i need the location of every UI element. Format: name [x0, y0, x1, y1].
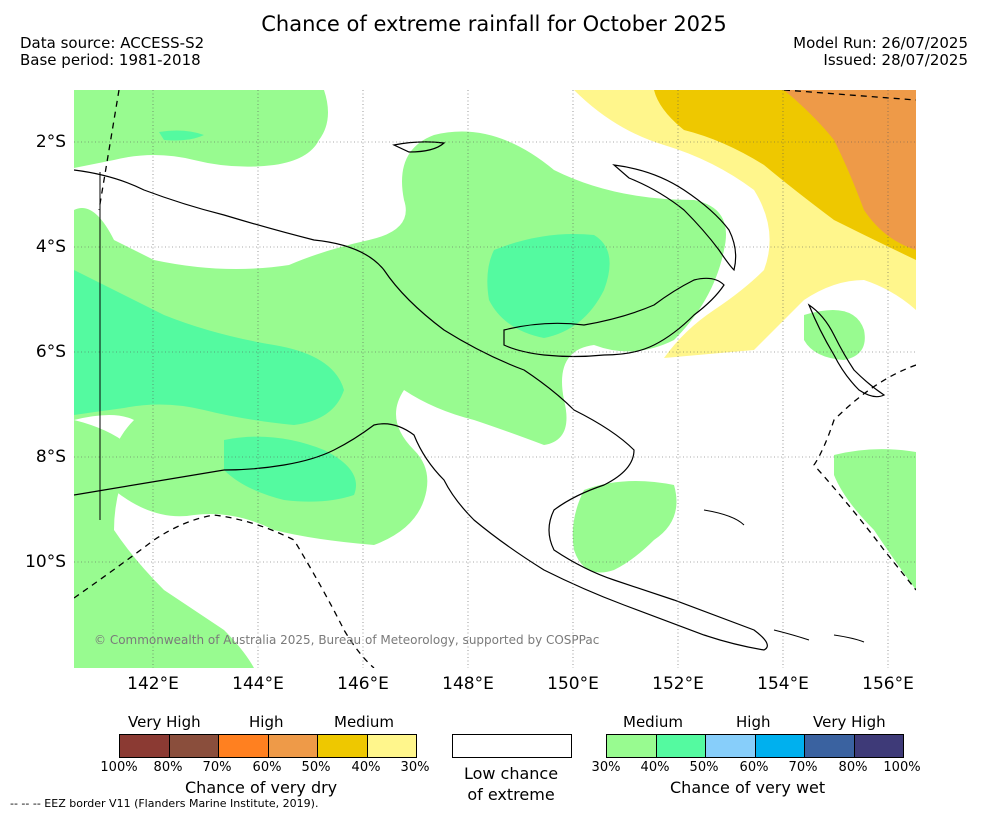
coastline-new-britain	[503, 277, 725, 358]
model-run: Model Run: 26/07/2025	[793, 34, 968, 52]
dry-tick: 100%	[100, 760, 138, 775]
dry-tick: 60%	[252, 760, 282, 775]
coastline-new-ireland	[612, 164, 737, 272]
wet-swatch	[805, 735, 855, 757]
lon-tick-142e: 142°E	[127, 674, 179, 694]
wet-tick: 40%	[640, 760, 670, 775]
lat-tick-4s: 4°S	[35, 237, 66, 257]
dry-swatch	[318, 735, 368, 757]
data-source: Data source: ACCESS-S2	[20, 34, 205, 52]
lon-tick-144e: 144°E	[232, 674, 284, 694]
eez-note: -- -- -- EEZ border V11 (Flanders Marine…	[10, 797, 319, 810]
wet-swatch	[607, 735, 657, 757]
low-chance-line2: of extreme	[467, 785, 555, 804]
lat-tick-10s: 10°S	[25, 552, 66, 572]
issued-date: Issued: 28/07/2025	[823, 51, 968, 69]
dry-high-region	[784, 90, 916, 250]
wet-medium-region	[572, 481, 677, 573]
dry-swatch	[120, 735, 170, 757]
lon-tick-152e: 152°E	[652, 674, 704, 694]
map-canvas	[74, 90, 916, 668]
wet-tick: 100%	[883, 760, 921, 775]
low-chance-swatch	[452, 734, 572, 758]
eez-border	[74, 90, 916, 668]
coastline-manus	[392, 141, 446, 153]
wet-swatch	[854, 735, 903, 757]
wet-level-high: High	[736, 713, 771, 731]
lat-tick-8s: 8°S	[35, 447, 66, 467]
wet-medium-region	[74, 90, 328, 168]
copyright-credit: © Commonwealth of Australia 2025, Bureau…	[94, 633, 600, 647]
wet-swatch	[706, 735, 756, 757]
wet-tick: 30%	[591, 760, 621, 775]
lon-tick-154e: 154°E	[757, 674, 809, 694]
lon-tick-146e: 146°E	[337, 674, 389, 694]
dry-swatch	[367, 735, 416, 757]
wet-high-region	[74, 270, 344, 425]
dry-tick: 80%	[153, 760, 183, 775]
dry-swatch	[169, 735, 219, 757]
wet-tick: 70%	[788, 760, 818, 775]
wet-high-region	[487, 234, 610, 338]
dry-level-medium: Medium	[334, 713, 394, 731]
wet-legend-title: Chance of very wet	[670, 778, 826, 797]
wet-medium-region	[834, 449, 916, 590]
low-chance-line1: Low chance	[463, 764, 559, 783]
dry-tick: 50%	[301, 760, 331, 775]
wet-tick: 50%	[689, 760, 719, 775]
lat-tick-6s: 6°S	[35, 342, 66, 362]
wet-high-region	[224, 436, 356, 502]
dry-tick: 70%	[202, 760, 232, 775]
coastline-bougainville	[807, 303, 886, 398]
wet-medium-region	[74, 420, 254, 668]
dry-swatch	[219, 735, 269, 757]
lat-tick-2s: 2°S	[35, 132, 66, 152]
dry-level-very-high: Very High	[128, 713, 201, 731]
wet-swatch	[656, 735, 706, 757]
wet-tick: 80%	[838, 760, 868, 775]
wet-tick: 60%	[739, 760, 769, 775]
graticule	[74, 90, 916, 668]
dry-level-high: High	[249, 713, 284, 731]
base-period: Base period: 1981-2018	[20, 51, 201, 69]
wet-swatch	[755, 735, 805, 757]
dry-swatch	[268, 735, 318, 757]
dry-legend-title: Chance of very dry	[185, 778, 338, 797]
lon-tick-150e: 150°E	[547, 674, 599, 694]
wet-high-region	[159, 130, 204, 141]
wet-level-medium: Medium	[623, 713, 683, 731]
lon-tick-148e: 148°E	[442, 674, 494, 694]
wet-level-very-high: Very High	[813, 713, 886, 731]
dry-colorbar	[119, 734, 417, 758]
dry-tick: 40%	[351, 760, 381, 775]
rainfall-map	[74, 90, 916, 668]
coastline-new-guinea	[74, 169, 768, 651]
map-title: Chance of extreme rainfall for October 2…	[261, 12, 727, 36]
coastline-solomons	[703, 509, 865, 643]
lon-tick-156e: 156°E	[862, 674, 914, 694]
wet-colorbar	[606, 734, 904, 758]
dry-tick: 30%	[400, 760, 430, 775]
